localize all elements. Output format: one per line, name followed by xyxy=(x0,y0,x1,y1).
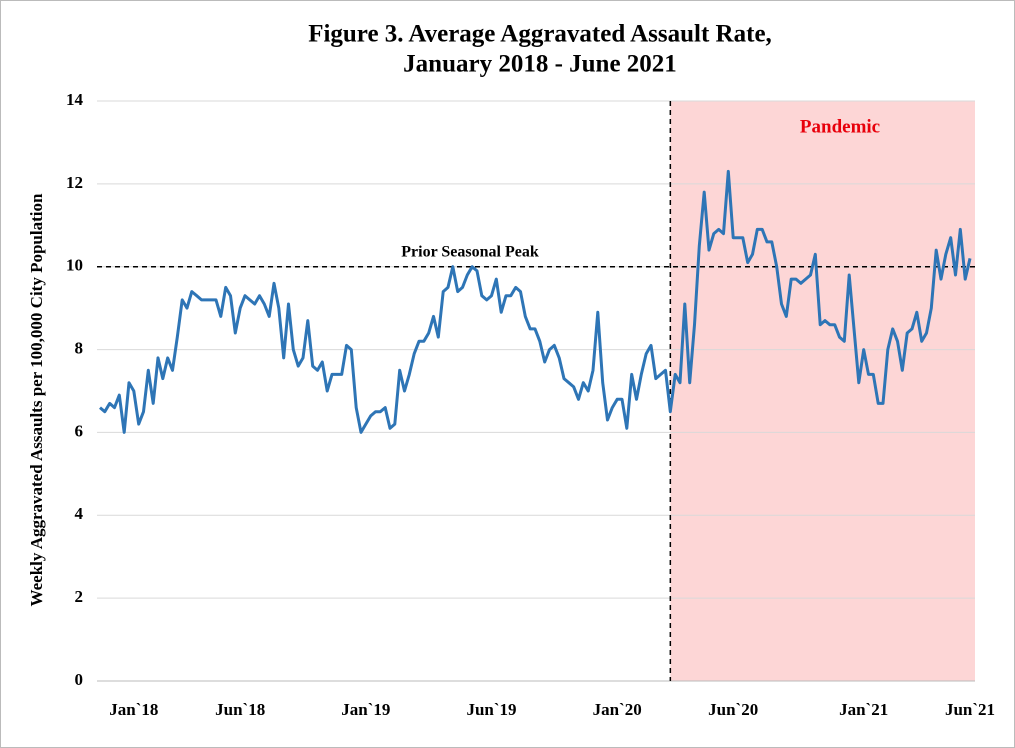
series-line xyxy=(99,169,972,434)
y-tick-label: 6 xyxy=(75,421,84,440)
y-axis-label: Weekly Aggravated Assaults per 100,000 C… xyxy=(27,193,46,606)
x-tick-label: Jun`19 xyxy=(466,700,516,719)
x-tick-label: Jan`19 xyxy=(341,700,390,719)
y-tick-label: 14 xyxy=(66,90,84,109)
x-tick-label: Jan`20 xyxy=(593,700,642,719)
x-tick-label: Jan`21 xyxy=(839,700,888,719)
chart-title: Figure 3. Average Aggravated Assault Rat… xyxy=(308,21,772,48)
y-tick-label: 10 xyxy=(66,256,83,275)
y-tick-label: 0 xyxy=(75,670,84,689)
x-tick-label: Jun`18 xyxy=(215,700,265,719)
y-tick-label: 8 xyxy=(75,338,84,357)
y-tick-label: 2 xyxy=(75,587,84,606)
x-tick-label: Jan`18 xyxy=(109,700,158,719)
y-tick-label: 12 xyxy=(66,173,83,192)
x-tick-label: Jun`21 xyxy=(945,700,995,719)
shaded-region xyxy=(670,101,975,681)
reference-label: Prior Seasonal Peak xyxy=(401,243,539,260)
shaded-label: Pandemic xyxy=(800,116,880,137)
y-tick-label: 4 xyxy=(75,504,84,523)
x-tick-label: Jun`20 xyxy=(708,700,758,719)
chart-subtitle: January 2018 - June 2021 xyxy=(403,51,677,78)
